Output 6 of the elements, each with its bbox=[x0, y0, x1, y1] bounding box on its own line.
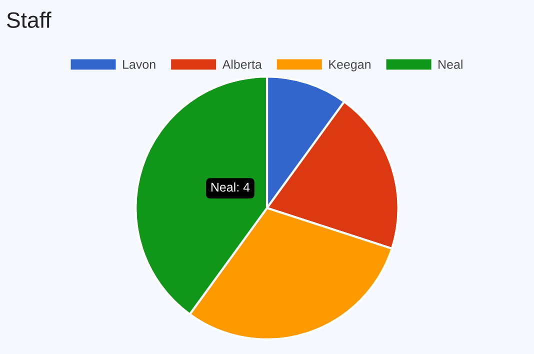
legend-label: Neal bbox=[438, 60, 462, 69]
legend-label: Keegan bbox=[329, 60, 370, 72]
chart-title: Staff bbox=[7, 12, 52, 28]
legend-label: Lavon bbox=[123, 60, 156, 69]
text: Neal: 4 bbox=[211, 182, 250, 192]
legend-label: Alberta bbox=[222, 60, 262, 69]
